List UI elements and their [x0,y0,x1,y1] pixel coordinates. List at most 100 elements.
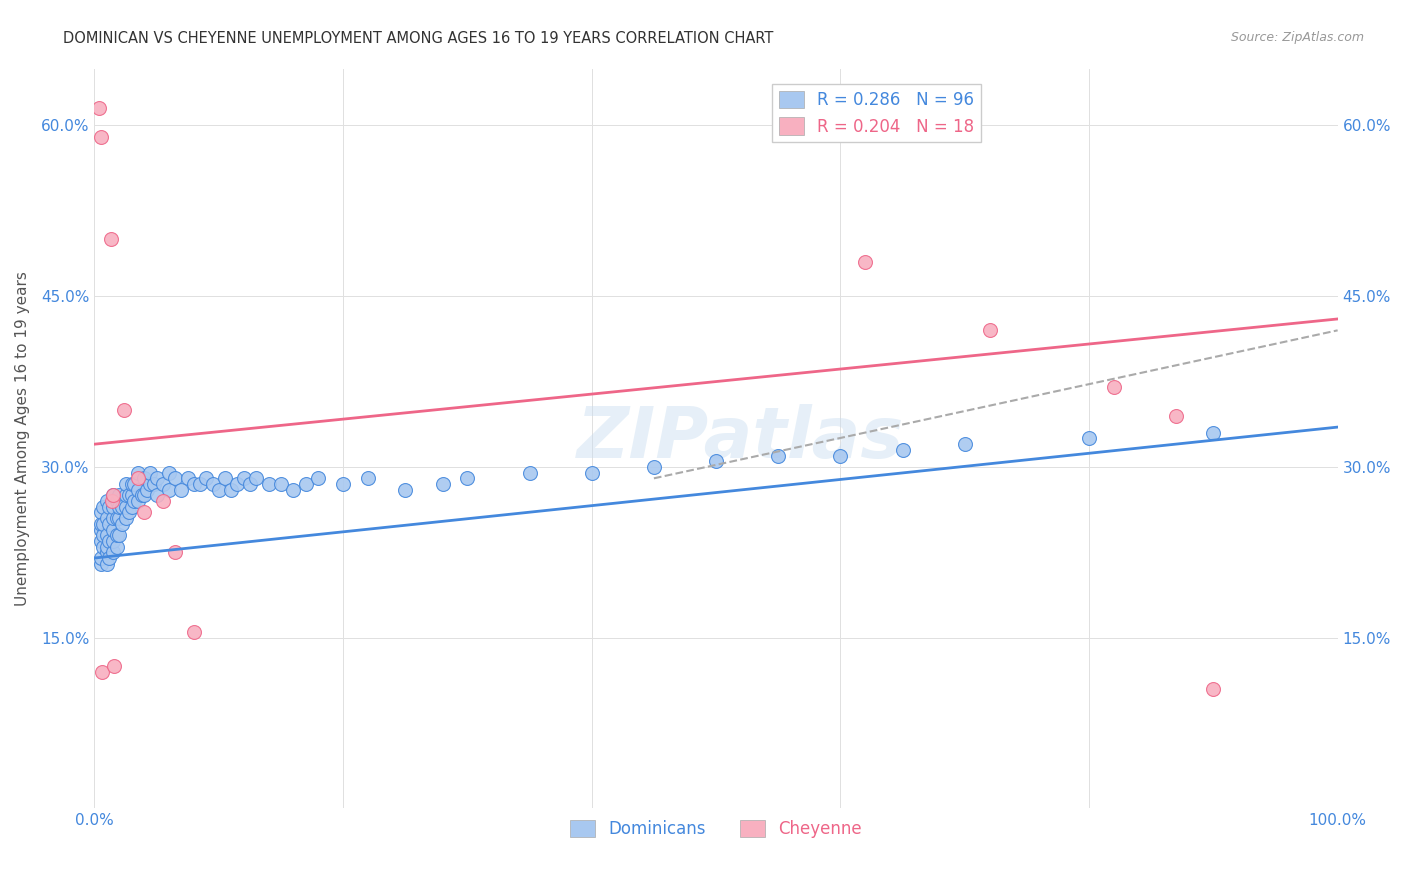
Point [90,557,112,571]
Point [105,494,128,508]
Point [100,232,122,246]
Point [519,466,541,480]
Legend: Dominicans, Cheyenne: Dominicans, Cheyenne [564,813,869,845]
Y-axis label: Unemployment Among Ages 16 to 19 years: Unemployment Among Ages 16 to 19 years [15,271,30,606]
Point [394,483,416,497]
Point [195,471,218,485]
Point [98,551,121,566]
Point [201,477,224,491]
Point [121,488,143,502]
Point [90,665,112,679]
Point [108,528,131,542]
Text: ZIPatlas: ZIPatlas [578,404,904,473]
Point [91,500,114,514]
Point [152,477,174,491]
Point [101,488,124,502]
Point [145,471,167,485]
Point [226,477,249,491]
Point [101,545,124,559]
Point [307,471,329,485]
Point [101,533,124,548]
Point [170,483,193,497]
Point [96,540,118,554]
Point [108,511,131,525]
Point [232,471,254,485]
Point [101,494,124,508]
Point [134,488,156,502]
Point [90,129,112,144]
Point [295,477,318,491]
Point [332,477,354,491]
Point [456,471,478,485]
Point [183,625,205,640]
Point [114,500,136,514]
Point [98,533,121,548]
Point [257,477,280,491]
Point [134,471,156,485]
Point [165,545,187,559]
Point [90,551,112,566]
Point [89,101,111,115]
Point [121,477,143,491]
Point [1202,681,1225,696]
Point [96,494,118,508]
Point [91,516,114,531]
Point [432,477,454,491]
Point [114,488,136,502]
Point [108,488,131,502]
Point [143,477,166,491]
Point [853,255,876,269]
Point [98,500,121,514]
Point [134,506,156,520]
Point [127,483,149,497]
Point [91,528,114,542]
Point [96,557,118,571]
Point [96,528,118,542]
Point [105,540,128,554]
Point [118,488,141,502]
Point [157,466,180,480]
Point [122,494,145,508]
Point [105,528,128,542]
Point [90,506,112,520]
Point [643,459,665,474]
Point [96,545,118,559]
Point [188,477,211,491]
Point [122,477,145,491]
Point [152,494,174,508]
Point [953,437,976,451]
Text: DOMINICAN VS CHEYENNE UNEMPLOYMENT AMONG AGES 16 TO 19 YEARS CORRELATION CHART: DOMINICAN VS CHEYENNE UNEMPLOYMENT AMONG… [63,31,773,46]
Point [101,511,124,525]
Point [101,488,124,502]
Point [139,466,162,480]
Point [357,471,380,485]
Point [112,403,135,417]
Point [245,471,267,485]
Point [91,540,114,554]
Point [105,511,128,525]
Point [96,511,118,525]
Point [165,471,187,485]
Point [114,511,136,525]
Point [118,506,141,520]
Point [270,477,292,491]
Point [891,442,914,457]
Point [111,500,134,514]
Point [121,500,143,514]
Point [830,449,852,463]
Point [114,477,136,491]
Point [766,449,789,463]
Point [101,500,124,514]
Point [1078,432,1101,446]
Point [581,466,603,480]
Point [1164,409,1187,423]
Point [135,483,157,497]
Point [183,477,205,491]
Point [283,483,305,497]
Point [208,483,231,497]
Point [111,516,134,531]
Point [177,471,200,485]
Point [131,488,153,502]
Point [239,477,262,491]
Point [214,471,236,485]
